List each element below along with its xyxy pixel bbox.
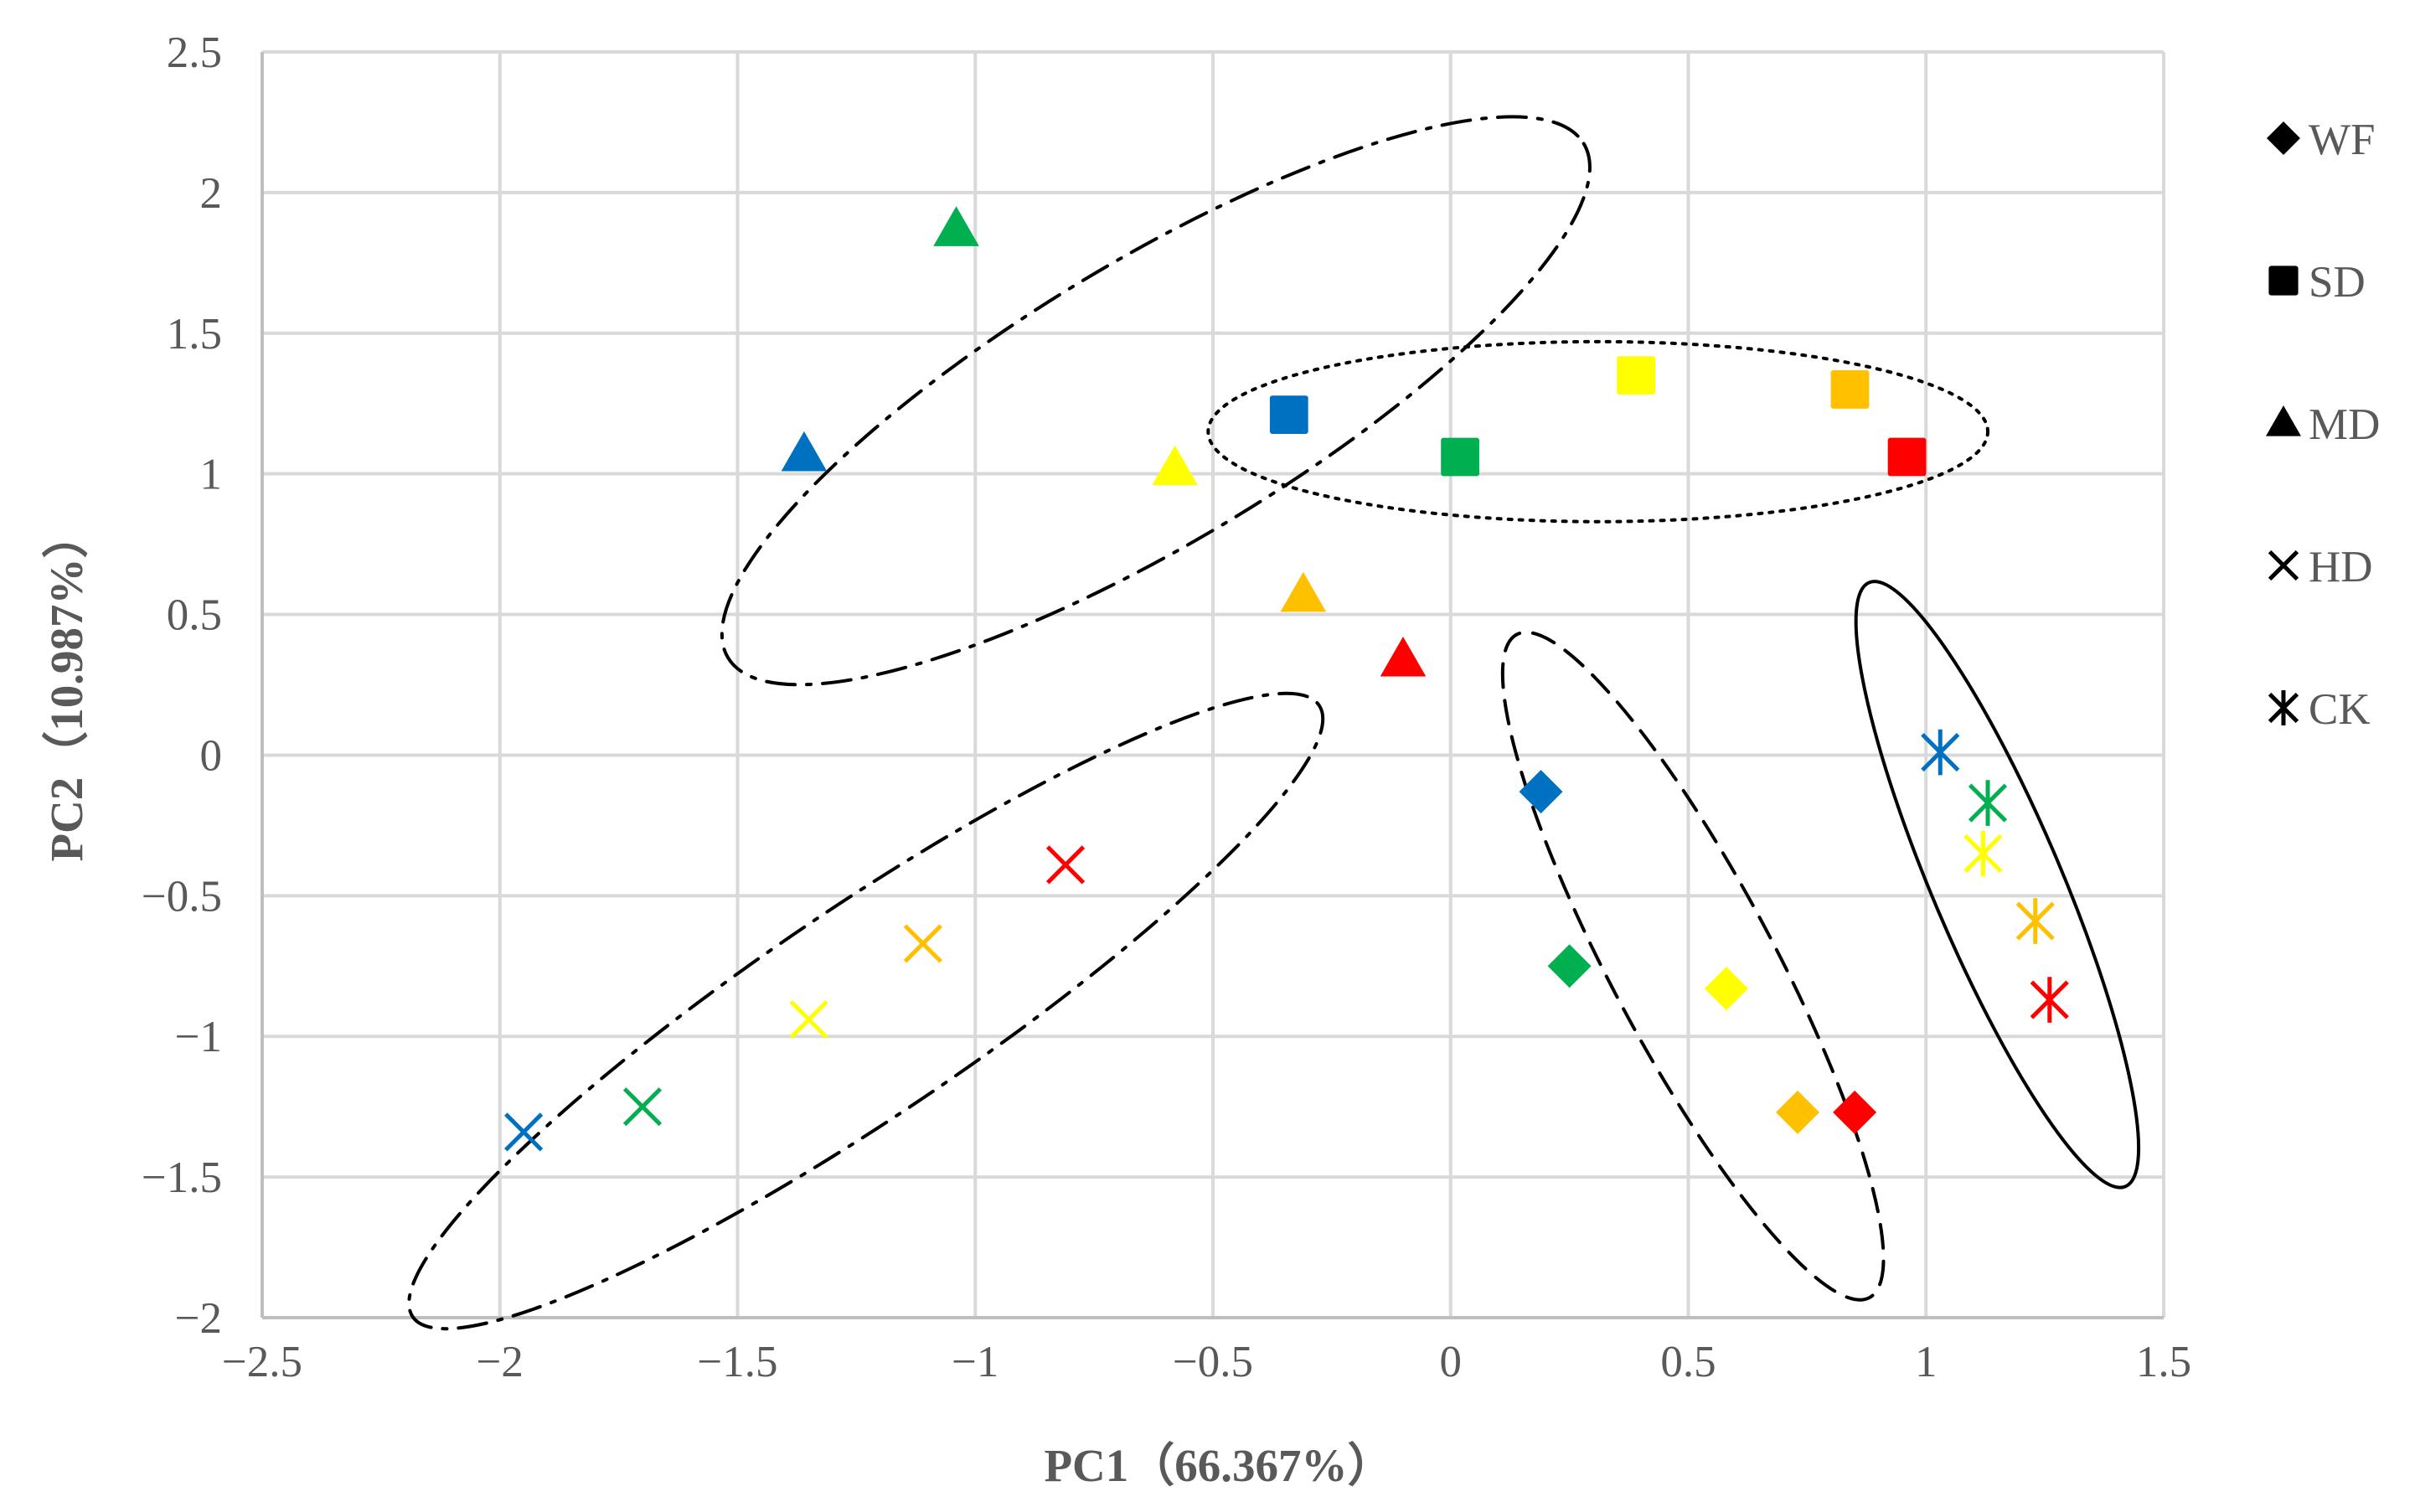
tick-labels: −2.5 −2 −1.5 −1 −0.5 0 0.5 1 1.5−2−1.5−1−0.500.5…	[142, 28, 2191, 1386]
point-md-yellow	[1152, 445, 1198, 486]
point-ck-orange	[2015, 898, 2055, 944]
point-wf-yellow	[1704, 967, 1748, 1011]
x-tick-label: 0.5	[1660, 1338, 1716, 1386]
cluster-ellipses	[407, 115, 2141, 1331]
legend-label: HD	[2309, 543, 2373, 591]
cluster-ellipse-ck	[1854, 580, 2141, 1189]
point-md-green	[933, 206, 979, 246]
point-sd-yellow	[1617, 356, 1655, 395]
x-tick-label: −1	[952, 1338, 998, 1386]
legend-label: CK	[2309, 685, 2371, 734]
y-tick-label: −2	[175, 1294, 222, 1343]
y-tick-label: 2.5	[167, 28, 222, 77]
point-ck-green	[1968, 780, 2008, 826]
legend-label: MD	[2309, 400, 2380, 449]
cluster-ellipse-sd	[1206, 339, 1990, 524]
y-tick-label: 1	[200, 451, 223, 499]
point-md-blue	[781, 431, 828, 472]
point-sd-red	[1887, 437, 1927, 477]
cluster-ellipse-wf	[1500, 630, 1886, 1302]
data-points	[504, 206, 2069, 1152]
point-wf-blue	[1519, 770, 1563, 814]
y-tick-label: 1.5	[167, 310, 222, 359]
legend-item-md: MD	[2266, 400, 2380, 449]
legend-item-sd: SD	[2268, 258, 2366, 307]
legend-label: WF	[2309, 116, 2376, 164]
legend: WF SD MD HD CK	[2266, 116, 2380, 734]
point-hd-green	[622, 1087, 663, 1127]
point-hd-yellow	[789, 999, 828, 1040]
y-tick-label: 2	[200, 169, 223, 218]
legend-marker-hd	[2268, 550, 2299, 581]
point-ck-blue	[1921, 729, 1960, 776]
x-tick-label: −2.5	[222, 1338, 302, 1386]
x-tick-label: 1	[1915, 1338, 1938, 1386]
legend-label: SD	[2309, 258, 2366, 307]
point-wf-orange	[1776, 1090, 1820, 1134]
point-hd-orange	[903, 924, 942, 963]
point-md-orange	[1280, 571, 1327, 612]
point-hd-red	[1045, 845, 1086, 885]
y-tick-label: 0.5	[167, 591, 222, 640]
point-ck-red	[2030, 977, 2069, 1023]
y-tick-label: −1	[175, 1013, 222, 1061]
point-wf-green	[1547, 944, 1592, 988]
grid	[261, 50, 2165, 1319]
legend-marker-wf	[2267, 121, 2300, 155]
point-sd-green	[1441, 437, 1479, 477]
x-tick-label: 1.5	[2136, 1338, 2191, 1386]
y-axis-title: PC2（10.987%）	[41, 512, 92, 861]
y-tick-label: 0	[200, 731, 223, 780]
x-tick-label: 0	[1440, 1338, 1463, 1386]
legend-marker-md	[2266, 405, 2301, 436]
legend-marker-sd	[2268, 266, 2299, 296]
point-md-red	[1380, 636, 1427, 677]
point-wf-red	[1833, 1090, 1877, 1134]
legend-item-hd: HD	[2268, 543, 2373, 591]
point-ck-yellow	[1963, 830, 2003, 877]
y-tick-label: −0.5	[142, 872, 222, 921]
point-sd-orange	[1830, 370, 1870, 409]
x-tick-label: −2	[477, 1338, 524, 1386]
x-axis-title: PC1（66.367%）	[1044, 1440, 1393, 1491]
cluster-ellipse-md	[720, 115, 1592, 687]
legend-item-wf: WF	[2267, 116, 2376, 164]
cluster-ellipse-hd	[407, 691, 1325, 1331]
y-tick-label: −1.5	[142, 1153, 222, 1202]
legend-marker-ck	[2268, 690, 2299, 725]
x-tick-label: −0.5	[1173, 1338, 1253, 1386]
x-tick-label: −1.5	[697, 1338, 777, 1386]
legend-item-ck: CK	[2268, 685, 2371, 734]
point-sd-blue	[1269, 395, 1308, 435]
point-hd-blue	[504, 1112, 544, 1152]
